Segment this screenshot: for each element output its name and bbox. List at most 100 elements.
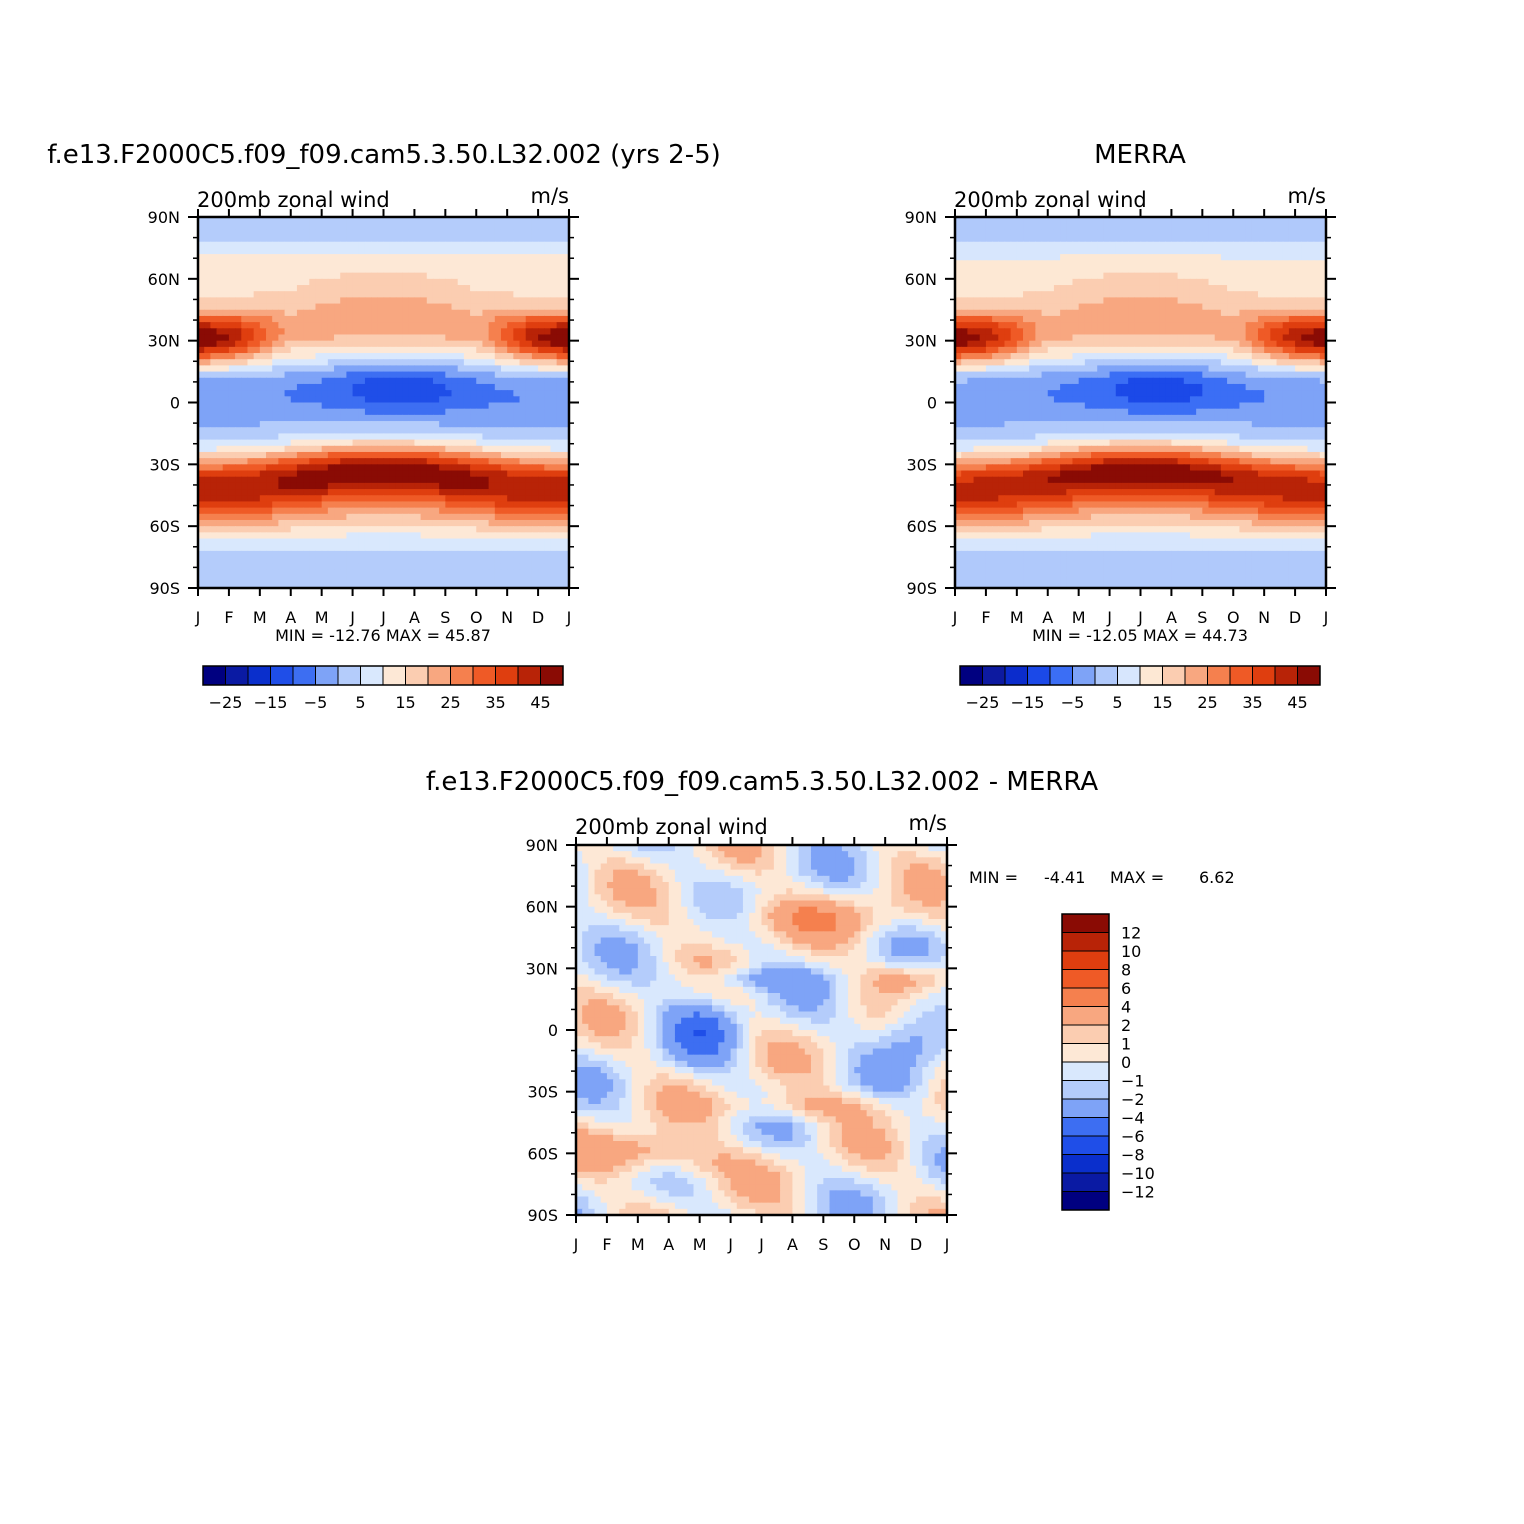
- field-cell: [389, 266, 397, 274]
- field-cell: [1146, 247, 1154, 255]
- field-cell: [408, 309, 416, 317]
- field-cell: [513, 260, 521, 268]
- field-cell: [550, 254, 558, 261]
- field-cell: [340, 445, 347, 453]
- field-cell: [544, 538, 552, 546]
- field-cell: [383, 507, 391, 515]
- field-cell: [1276, 229, 1284, 237]
- field-cell: [445, 297, 453, 305]
- field-cell: [1301, 272, 1309, 280]
- field-cell: [470, 476, 477, 484]
- field-cell: [284, 254, 292, 261]
- field-cell: [439, 229, 446, 237]
- field-cell: [519, 439, 527, 447]
- field-cell: [538, 247, 545, 255]
- field-cell: [327, 254, 335, 261]
- field-cell: [259, 217, 267, 224]
- field-cell: [402, 495, 409, 503]
- field-cell: [1004, 254, 1012, 261]
- field-cell: [235, 377, 242, 385]
- field-cell: [550, 433, 558, 441]
- field-cell: [470, 383, 477, 391]
- field-cell: [222, 334, 230, 342]
- field-cell: [371, 241, 378, 249]
- field-cell: [284, 526, 292, 533]
- field-cell: [531, 346, 539, 354]
- field-cell: [1103, 235, 1111, 243]
- field-cell: [420, 346, 428, 354]
- field-cell: [519, 359, 527, 366]
- field-cell: [1227, 285, 1234, 292]
- field-cell: [439, 519, 446, 527]
- field-cell: [1091, 223, 1098, 230]
- field-cell: [556, 519, 564, 527]
- field-cell: [463, 247, 471, 255]
- field-cell: [519, 278, 527, 286]
- field-cell: [358, 507, 366, 515]
- field-cell: [439, 260, 446, 268]
- field-cell: [476, 365, 484, 373]
- field-cell: [519, 322, 527, 329]
- field-cell: [222, 322, 230, 329]
- field-cell: [259, 526, 267, 533]
- field-cell: [222, 303, 230, 311]
- field-cell: [210, 538, 218, 546]
- field-cell: [1029, 266, 1036, 274]
- field-cell: [1159, 303, 1166, 311]
- field-cell: [334, 526, 341, 533]
- field-cell: [321, 309, 329, 317]
- field-cell: [544, 464, 552, 472]
- field-cell: [327, 414, 335, 422]
- field-cell: [364, 396, 372, 404]
- field-cell: [482, 427, 490, 435]
- field-cell: [513, 489, 521, 496]
- field-cell: [1023, 346, 1030, 354]
- field-cell: [476, 322, 484, 329]
- field-cell: [315, 544, 323, 552]
- field-cell: [309, 414, 317, 422]
- field-cell: [247, 575, 255, 583]
- field-cell: [272, 433, 279, 441]
- field-cell: [334, 353, 341, 360]
- field-cell: [525, 538, 533, 546]
- field-cell: [973, 291, 981, 298]
- field-cell: [538, 464, 545, 472]
- field-cell: [377, 266, 385, 274]
- field-cell: [358, 272, 366, 280]
- field-cell: [1121, 303, 1129, 311]
- field-cell: [538, 532, 545, 540]
- field-cell: [1307, 247, 1315, 255]
- field-cell: [389, 322, 397, 329]
- field-cell: [470, 402, 477, 410]
- field-cell: [377, 340, 385, 348]
- field-cell: [1097, 272, 1104, 280]
- field-cell: [420, 501, 428, 509]
- field-cell: [204, 266, 211, 274]
- field-cell: [432, 538, 440, 546]
- field-cell: [364, 470, 372, 478]
- field-cell: [544, 532, 552, 540]
- field-cell: [961, 303, 968, 311]
- field-cell: [538, 445, 545, 453]
- field-cell: [259, 223, 267, 230]
- field-cell: [278, 309, 286, 317]
- field-cell: [445, 408, 453, 416]
- field-cell: [383, 408, 391, 416]
- field-cell: [358, 328, 366, 336]
- field-cell: [315, 217, 323, 224]
- colorbar-box: [225, 665, 249, 686]
- field-cell: [1307, 291, 1315, 298]
- field-cell: [1035, 334, 1043, 342]
- field-cell: [296, 272, 304, 280]
- field-cell: [327, 278, 335, 286]
- field-cell: [358, 247, 366, 255]
- field-cell: [272, 421, 279, 428]
- field-cell: [979, 340, 987, 348]
- field-cell: [426, 396, 434, 404]
- field-cell: [507, 241, 514, 249]
- field-cell: [1233, 297, 1241, 305]
- field-cell: [1319, 217, 1327, 224]
- field-cell: [439, 495, 446, 503]
- field-cell: [1109, 260, 1117, 268]
- field-cell: [1128, 229, 1135, 237]
